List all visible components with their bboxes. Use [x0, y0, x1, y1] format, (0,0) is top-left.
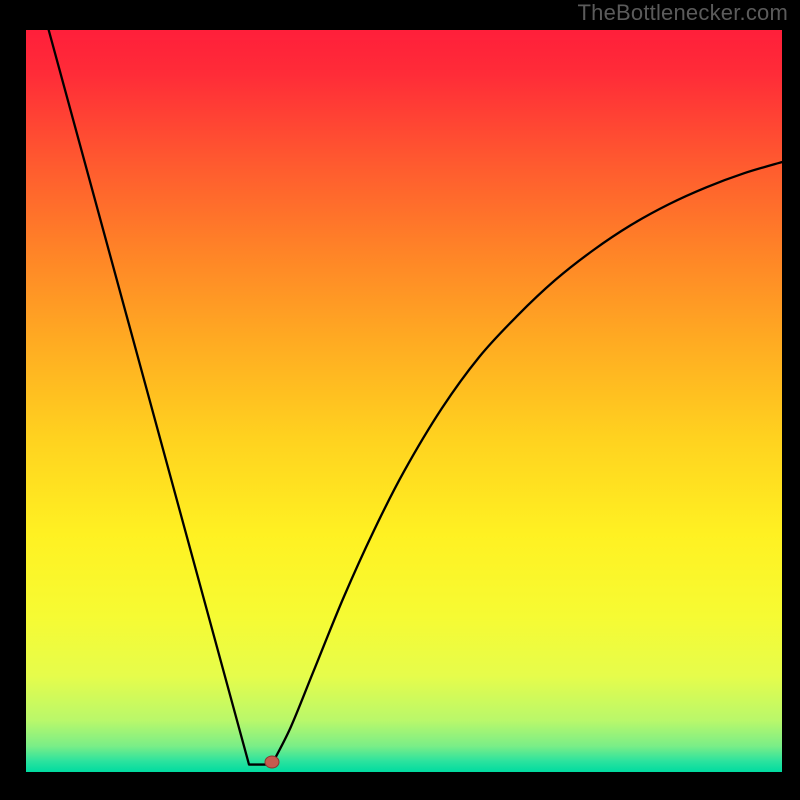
bottleneck-curve	[49, 30, 782, 765]
optimum-marker	[264, 755, 279, 768]
chart-frame: TheBottlenecker.com	[0, 0, 800, 800]
curve-layer	[26, 30, 782, 772]
plot-area	[26, 30, 782, 772]
watermark-text: TheBottlenecker.com	[578, 0, 788, 26]
